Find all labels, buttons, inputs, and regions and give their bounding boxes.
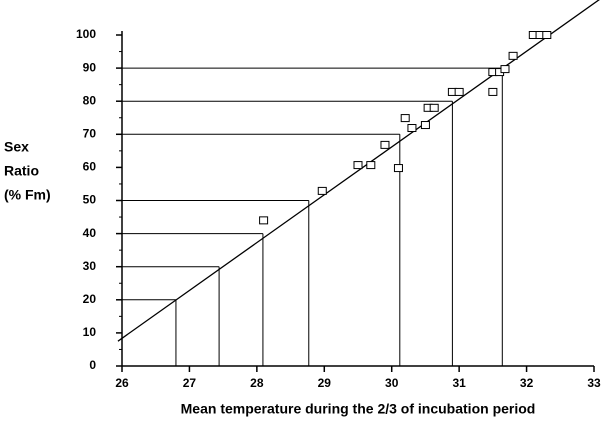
data-point [259,216,269,225]
data-point [429,103,439,112]
y-tick-label: 80 [83,93,97,107]
x-tick-label: 26 [115,376,129,390]
data-point [400,114,410,123]
x-tick-label: 32 [520,376,534,390]
data-point [542,31,552,39]
x-tick-label: 27 [183,376,197,390]
x-tick-label: 30 [385,376,399,390]
data-point [380,140,390,149]
y-tick-label: 70 [83,126,97,140]
data-point [407,124,417,133]
x-tick-label: 29 [318,376,332,390]
y-tick-label: 10 [83,325,97,339]
data-point [454,87,464,96]
data-point [317,186,327,195]
y-tick-label: 100 [76,27,96,41]
y-tick-label: 20 [83,292,97,306]
x-tick-label: 33 [587,376,601,390]
fit-line [117,0,600,342]
data-point [508,51,518,60]
y-tick-label: 90 [83,60,97,74]
y-tick-label: 60 [83,160,97,174]
x-tick-label: 31 [452,376,466,390]
y-tick-label: 40 [83,226,97,240]
y-axis-label: Ratio [4,163,39,179]
y-tick-label: 50 [83,193,97,207]
x-axis-label: Mean temperature during the 2/3 of incub… [181,401,536,417]
x-tick-label: 28 [250,376,264,390]
y-tick-label: 30 [83,259,97,273]
y-axis-label: Sex [4,139,29,155]
data-point [353,161,363,170]
y-tick-label: 0 [89,358,96,372]
data-point [488,87,498,96]
data-point [500,65,510,74]
data-point [393,164,403,173]
data-point [420,121,430,130]
y-axis-label: (% Fm) [4,187,51,203]
data-point [366,161,376,170]
